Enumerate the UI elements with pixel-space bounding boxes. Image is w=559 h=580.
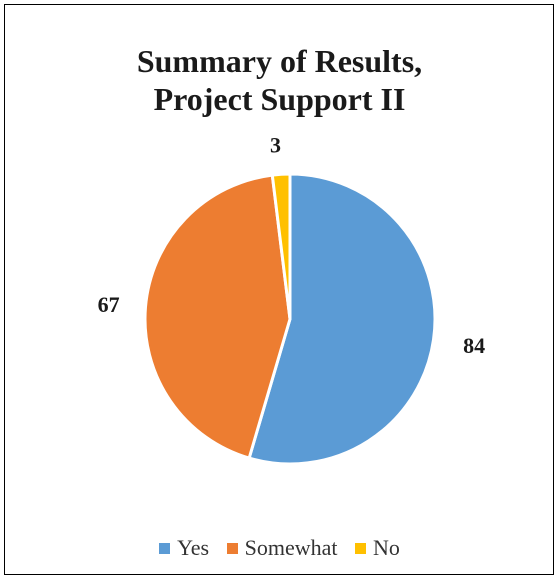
legend-label-yes: Yes <box>177 535 210 560</box>
data-label-no: 3 <box>270 132 281 157</box>
pie-slice-somewhat <box>143 173 292 460</box>
legend-swatch-yes <box>159 543 171 554</box>
legend-item-no: No <box>355 534 400 562</box>
legend-swatch-no <box>355 543 366 554</box>
legend-item-yes: Yes <box>159 534 209 562</box>
data-label-somewhat: 67 <box>98 292 120 317</box>
legend-swatch-somewhat <box>226 543 238 554</box>
legend-label-somewhat: Somewhat <box>244 535 338 560</box>
pie-slice-yes <box>247 172 437 466</box>
legend-label-no: No <box>373 535 400 560</box>
legend-item-somewhat: Somewhat <box>226 534 338 562</box>
data-label-yes: 84 <box>463 333 485 358</box>
legend: Yes Somewhat No <box>0 534 559 562</box>
chart-title: Summary of Results, Project Support II <box>136 43 423 117</box>
pie-slice-no <box>270 172 292 321</box>
